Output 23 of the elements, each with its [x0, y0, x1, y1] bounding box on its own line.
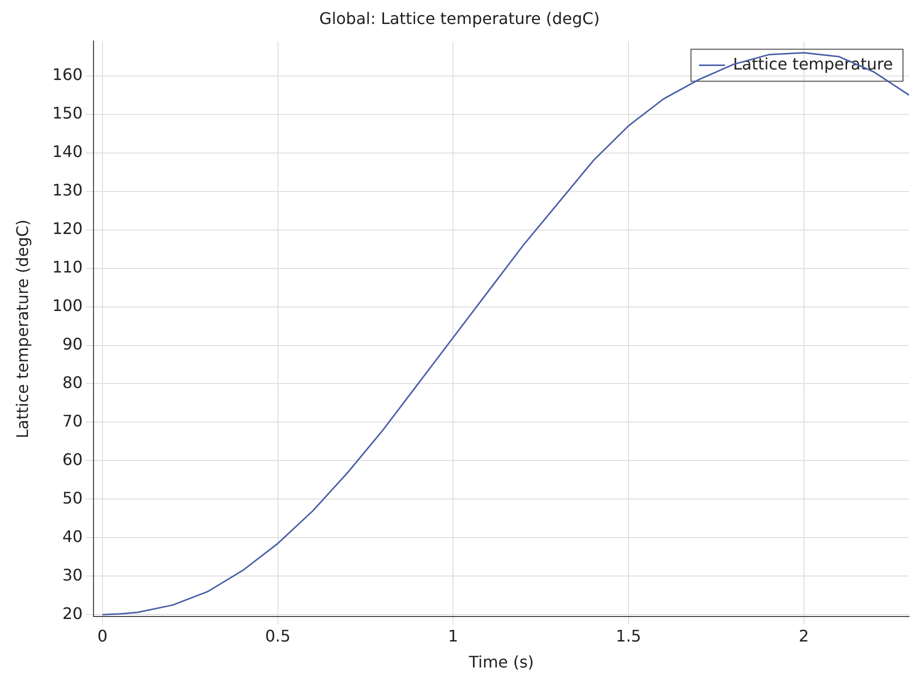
x-tick-label: 0 — [97, 626, 108, 646]
y-tick-label: 140 — [52, 142, 83, 161]
y-tick-label: 130 — [52, 180, 83, 200]
x-tick-label: 0.5 — [265, 626, 291, 646]
y-axis-title: Lattice temperature (degC) — [12, 219, 32, 438]
x-tick-label: 1.5 — [616, 626, 642, 646]
y-tick-label: 160 — [52, 64, 83, 84]
x-axis-title: Time (s) — [468, 652, 534, 672]
chart-title: Global: Lattice temperature (degC) — [319, 8, 600, 28]
y-tick-label: 70 — [62, 411, 83, 430]
y-tick-label: 50 — [62, 488, 83, 508]
y-tick-label: 80 — [62, 372, 83, 392]
y-tick-label: 90 — [62, 334, 83, 354]
x-tick-label: 1 — [448, 626, 458, 646]
y-tick-label: 110 — [52, 257, 83, 276]
y-tick-label: 120 — [52, 218, 83, 238]
y-tick-label: 100 — [52, 296, 83, 315]
y-tick-label: 60 — [62, 450, 83, 469]
y-tick-label: 150 — [52, 103, 83, 122]
y-tick-label: 40 — [62, 526, 83, 546]
y-tick-label: 20 — [62, 604, 83, 623]
x-tick-label: 2 — [798, 626, 809, 646]
y-tick-label: 30 — [62, 565, 83, 584]
